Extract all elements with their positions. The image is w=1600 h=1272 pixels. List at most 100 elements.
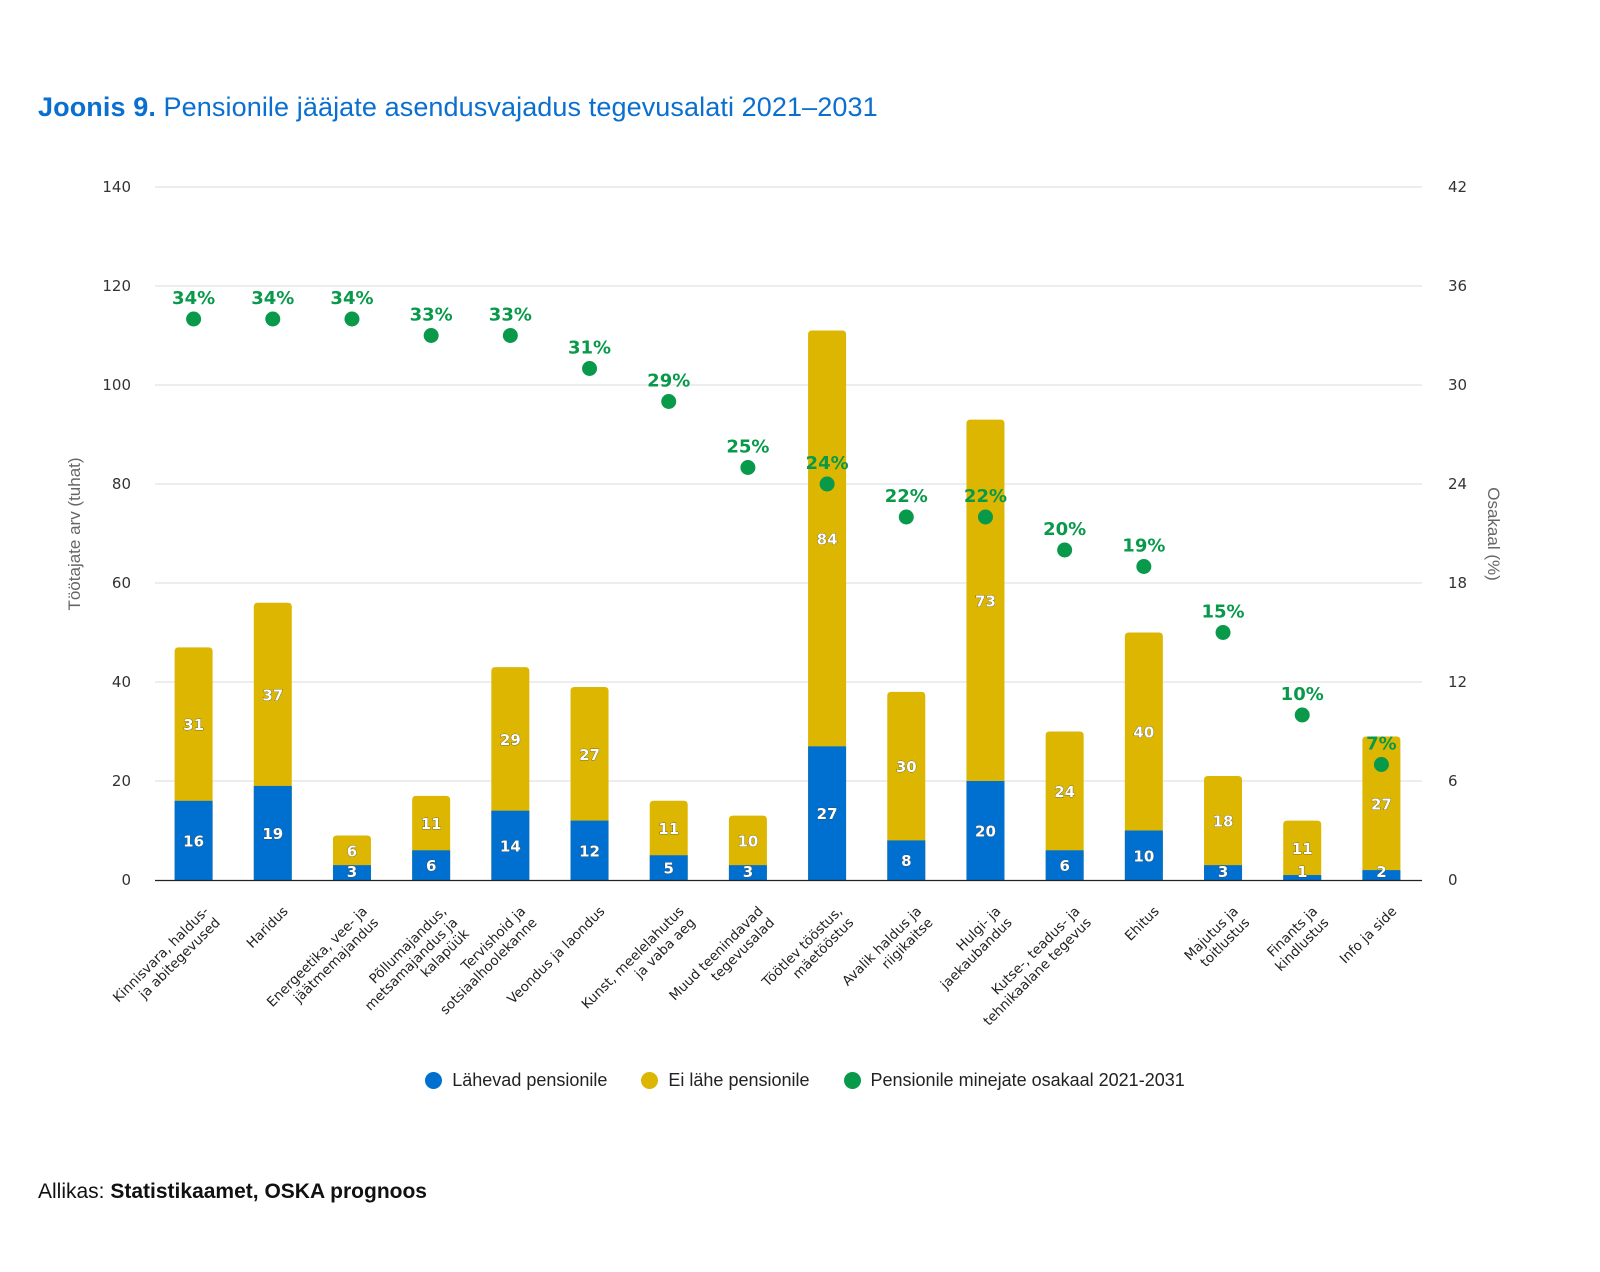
bar-segment-retiring <box>808 746 847 880</box>
data-label-not-retiring: 10 <box>737 832 758 850</box>
bar-stack: 40 10 <box>1124 632 1163 880</box>
bar-segment-retiring <box>412 850 451 880</box>
legend-item-share[interactable]: Pensionile minejate osakaal 2021-2031 <box>843 1070 1185 1091</box>
legend: Lähevad pensionile Ei lähe pensionile Pe… <box>0 1070 1600 1091</box>
data-label-retiring: 8 <box>901 852 911 870</box>
bar-segment-not-retiring <box>808 330 847 880</box>
data-label-retiring: 10 <box>1133 847 1154 865</box>
bar-segment-retiring <box>253 785 292 880</box>
bar-segment-retiring <box>966 781 1005 880</box>
data-label-not-retiring: 84 <box>817 530 838 548</box>
bar-segment-not-retiring <box>1362 736 1401 880</box>
data-label-retiring: 19 <box>262 825 283 843</box>
bar-segment-retiring <box>1283 875 1322 880</box>
data-label-not-retiring: 27 <box>1371 795 1392 813</box>
source-text: Statistikaamet, OSKA prognoos <box>110 1180 427 1203</box>
bar-segment-not-retiring <box>966 419 1005 880</box>
x-category-label: Töötlev tööstus,mäetööstus <box>758 904 857 1003</box>
data-label-not-retiring: 37 <box>262 686 283 704</box>
bar-segment-retiring <box>649 855 688 880</box>
share-label: 34% <box>251 288 294 309</box>
data-label-not-retiring: 29 <box>500 731 521 749</box>
bar-stack: 27 12 <box>570 686 609 880</box>
data-label-not-retiring: 30 <box>896 758 917 776</box>
y2-tick-label: 24 <box>1448 475 1467 493</box>
y-tick-label: 80 <box>112 475 131 493</box>
share-label: 31% <box>568 338 611 359</box>
legend-item-not-retiring[interactable]: Ei lähe pensionile <box>641 1070 810 1091</box>
share-label: 29% <box>647 371 690 392</box>
bar-stack: 73 20 <box>966 419 1005 880</box>
x-category-label-line: Kinnisvara, haldus- <box>110 903 212 1005</box>
data-label-retiring: 2 <box>1376 863 1386 881</box>
y-tick-label: 0 <box>121 871 131 889</box>
bar-segment-retiring <box>1362 870 1401 880</box>
data-label-not-retiring: 11 <box>421 815 442 833</box>
bar-segment-retiring <box>887 840 926 880</box>
share-label: 33% <box>410 305 453 326</box>
data-label-retiring: 12 <box>579 842 600 860</box>
y2-tick-label: 30 <box>1448 376 1467 394</box>
x-category-label-line: Info ja side <box>1337 904 1401 968</box>
bar-segment-not-retiring <box>1204 776 1243 880</box>
share-point <box>1057 542 1073 558</box>
y2-tick-label: 6 <box>1448 772 1458 790</box>
legend-item-retiring[interactable]: Lähevad pensionile <box>425 1070 607 1091</box>
bar-segment-not-retiring <box>728 815 767 880</box>
y-tick-label: 140 <box>102 178 131 196</box>
share-point <box>582 361 598 376</box>
y-axis-right-title: Osakaal (%) <box>1484 487 1503 581</box>
legend-marker-yellow-icon <box>641 1072 659 1089</box>
x-category-label: Info ja side <box>1337 904 1401 968</box>
data-label-retiring: 16 <box>183 832 204 850</box>
bar-segment-retiring <box>728 865 767 880</box>
x-category-label: Kinnisvara, haldus-ja abitegevused <box>110 903 224 1017</box>
bar-segment-retiring <box>570 820 609 880</box>
x-category-label-line: Haridus <box>244 904 292 952</box>
x-category-label-line: Ehitus <box>1122 904 1163 945</box>
share-point <box>740 460 756 475</box>
bar-stack: 37 19 <box>253 602 292 880</box>
bar-segment-not-retiring <box>1283 820 1322 880</box>
bar-segment-retiring <box>1045 850 1084 880</box>
bar-stack: 63 <box>332 835 371 881</box>
share-point <box>1294 707 1310 723</box>
share-point <box>1373 757 1389 772</box>
bar-stack: 31 16 <box>174 647 213 880</box>
legend-marker-blue-icon <box>425 1072 443 1089</box>
bar-stack: 10 3 <box>728 815 767 881</box>
share-point <box>344 311 360 327</box>
data-label-not-retiring: 11 <box>1292 840 1313 858</box>
bar-stack: 30 8 <box>887 691 926 880</box>
y-axis-left-title: Töötajate arv (tuhat) <box>65 457 84 610</box>
legend-marker-green-icon <box>843 1072 861 1089</box>
share-label: 25% <box>726 437 769 458</box>
share-point <box>1136 559 1152 574</box>
y-tick-label: 120 <box>102 277 131 295</box>
figure-number: Joonis 9. <box>38 92 156 122</box>
y-tick-label: 20 <box>112 772 131 790</box>
legend-label: Ei lähe pensionile <box>668 1070 810 1090</box>
bar-segment-not-retiring <box>1124 632 1163 880</box>
bar-segment-retiring <box>1124 830 1163 880</box>
data-label-retiring: 3 <box>743 863 753 881</box>
data-label-not-retiring: 18 <box>1213 813 1234 831</box>
share-label: 10% <box>1281 684 1324 705</box>
data-label-retiring: 6 <box>1059 857 1069 875</box>
share-points: 34% 34% 34% 33% 33% 31% 29% 25% 24% 22% 22% 20% 19% 1… <box>172 288 1397 772</box>
bar-stack: 111 <box>1283 820 1322 881</box>
x-category-label: Majutus jatoitlustus <box>1181 904 1253 976</box>
bar-segment-not-retiring <box>1045 731 1084 880</box>
y-tick-label: 40 <box>112 673 131 691</box>
bar-stack: 24 6 <box>1045 731 1084 880</box>
bars: 3116371963116291427121151038427308732024… <box>174 330 1401 881</box>
share-label: 20% <box>1043 519 1086 540</box>
x-category-label: Haridus <box>244 904 292 952</box>
data-label-not-retiring: 40 <box>1133 724 1154 742</box>
share-label: 34% <box>330 288 373 309</box>
x-category-label: Finants jakindlustus <box>1261 904 1332 975</box>
x-category-label: Avalik haldus jariigikaitse <box>839 904 936 1001</box>
share-point <box>502 328 518 343</box>
y2-tick-label: 36 <box>1448 277 1467 295</box>
data-label-not-retiring: 27 <box>579 746 600 764</box>
